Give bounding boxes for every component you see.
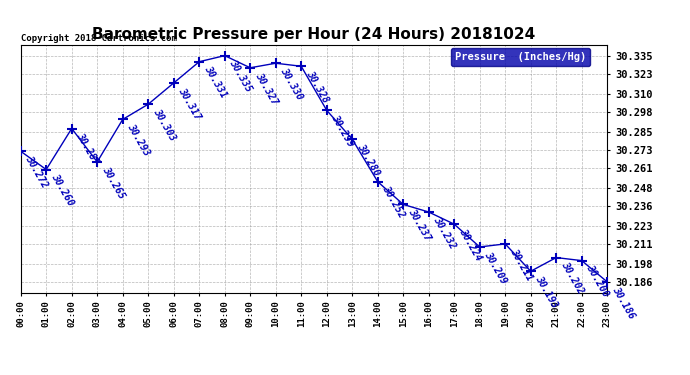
Text: 30.299: 30.299 <box>330 113 356 148</box>
Text: 30.209: 30.209 <box>482 250 509 285</box>
Text: 30.193: 30.193 <box>533 274 560 309</box>
Text: 30.280: 30.280 <box>355 142 382 177</box>
Text: 30.317: 30.317 <box>177 86 203 121</box>
Text: 30.237: 30.237 <box>406 207 432 243</box>
Text: 30.200: 30.200 <box>584 263 611 299</box>
Text: 30.328: 30.328 <box>304 69 331 105</box>
Text: 30.265: 30.265 <box>100 165 126 200</box>
Text: 30.186: 30.186 <box>610 285 636 320</box>
Text: 30.252: 30.252 <box>380 184 407 220</box>
Text: 30.211: 30.211 <box>508 247 534 282</box>
Text: 30.224: 30.224 <box>457 227 483 262</box>
Legend: Pressure  (Inches/Hg): Pressure (Inches/Hg) <box>451 48 590 66</box>
Text: 30.293: 30.293 <box>126 122 152 158</box>
Text: 30.287: 30.287 <box>75 131 101 167</box>
Text: 30.260: 30.260 <box>49 172 75 208</box>
Text: 30.272: 30.272 <box>23 154 50 190</box>
Text: 30.330: 30.330 <box>279 66 305 102</box>
Title: Barometric Pressure per Hour (24 Hours) 20181024: Barometric Pressure per Hour (24 Hours) … <box>92 27 535 42</box>
Text: 30.331: 30.331 <box>202 64 228 100</box>
Text: Copyright 2018 Cartronics.com: Copyright 2018 Cartronics.com <box>21 33 177 42</box>
Text: 30.202: 30.202 <box>559 260 585 296</box>
Text: 30.327: 30.327 <box>253 70 279 106</box>
Text: 30.303: 30.303 <box>151 107 177 142</box>
Text: 30.335: 30.335 <box>228 58 254 94</box>
Text: 30.232: 30.232 <box>431 215 457 250</box>
